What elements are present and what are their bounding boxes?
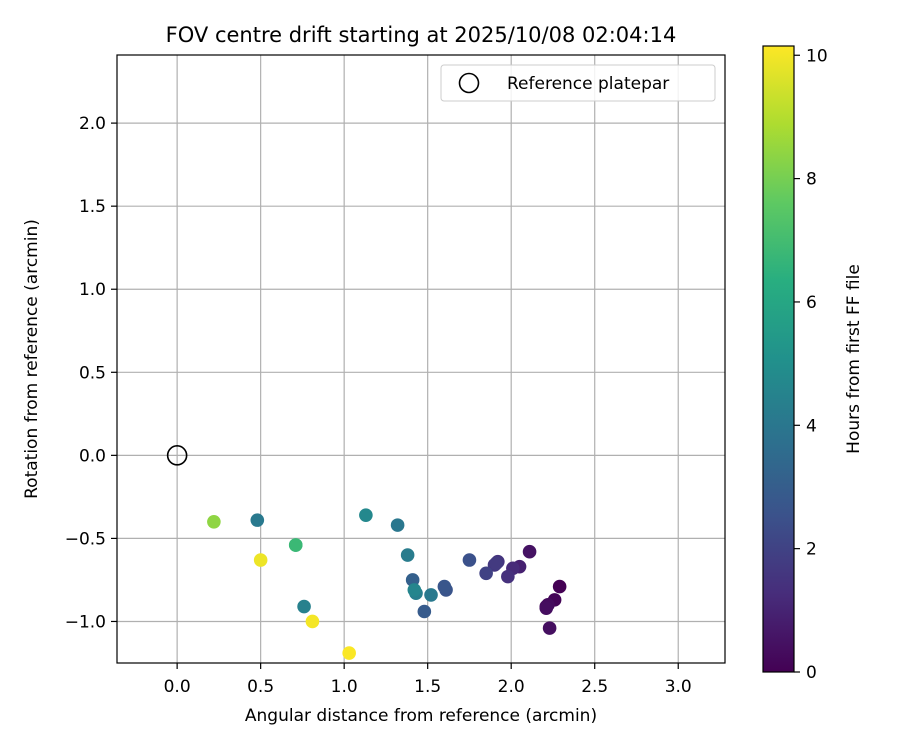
x-tick-label: 1.0: [331, 677, 358, 697]
data-point: [479, 566, 493, 581]
y-tick-label: 0.0: [79, 446, 106, 466]
y-tick-label: 0.5: [79, 363, 106, 383]
colorbar-tick-label: 0: [806, 663, 817, 683]
x-tick-label: 2.5: [581, 677, 608, 697]
colorbar-ticks: 0 2 4 6 8 10: [794, 46, 828, 683]
y-tick-label: 2.0: [79, 114, 106, 134]
data-points: [207, 508, 567, 660]
y-tick-label: −0.5: [65, 529, 106, 549]
x-tick-label: 0.0: [164, 677, 191, 697]
chart-title: FOV centre drift starting at 2025/10/08 …: [166, 23, 677, 47]
colorbar-tick-label: 6: [806, 293, 817, 313]
reference-platepar-marker: [166, 445, 188, 466]
data-point: [522, 544, 537, 559]
data-point: [424, 588, 438, 602]
data-point: [437, 579, 452, 594]
x-tick-label: 2.0: [498, 677, 525, 697]
data-point: [297, 599, 311, 614]
data-point: [250, 513, 265, 527]
data-point: [342, 646, 356, 660]
data-point: [542, 621, 557, 635]
legend-box: [440, 64, 716, 102]
y-tick-label: 1.0: [79, 280, 106, 300]
data-point: [390, 518, 405, 532]
plot-frame: [116, 54, 726, 664]
colorbar: 0 2 4 6 8 10 Hours from first FF file: [762, 45, 864, 683]
data-point: [400, 548, 415, 562]
data-point: [305, 614, 320, 629]
x-axis-ticks: 0.0 0.5 1.0 1.5 2.0 2.5 3.0: [164, 663, 692, 697]
colorbar-label: Hours from first FF file: [844, 264, 864, 454]
legend: Reference platepar: [440, 64, 716, 102]
colorbar-tick-label: 4: [806, 416, 817, 436]
data-point: [407, 583, 422, 597]
y-axis-ticks: −1.0 −0.5 0.0 0.5 1.0 1.5 2.0: [65, 114, 117, 632]
y-tick-label: −1.0: [65, 612, 106, 632]
x-tick-label: 3.0: [665, 677, 692, 697]
data-point: [359, 508, 373, 522]
legend-marker-icon: [458, 72, 480, 94]
data-point: [417, 604, 432, 619]
x-tick-label: 0.5: [247, 677, 274, 697]
data-point: [253, 553, 268, 567]
data-point: [288, 538, 303, 552]
data-point: [552, 579, 567, 594]
colorbar-gradient: [762, 45, 795, 673]
legend-label: Reference platepar: [507, 74, 669, 94]
data-point: [539, 601, 554, 615]
data-point: [501, 569, 515, 584]
y-axis-label: Rotation from reference (arcmin): [22, 219, 42, 499]
data-point: [207, 514, 221, 529]
colorbar-tick-label: 10: [806, 46, 828, 66]
grid: [117, 55, 725, 663]
data-point: [489, 556, 503, 571]
y-tick-label: 1.5: [79, 197, 106, 217]
data-point: [462, 553, 477, 567]
x-tick-label: 1.5: [414, 677, 441, 697]
x-axis-label: Angular distance from reference (arcmin): [245, 706, 597, 726]
colorbar-tick-label: 8: [806, 170, 817, 190]
colorbar-tick-label: 2: [806, 540, 817, 560]
